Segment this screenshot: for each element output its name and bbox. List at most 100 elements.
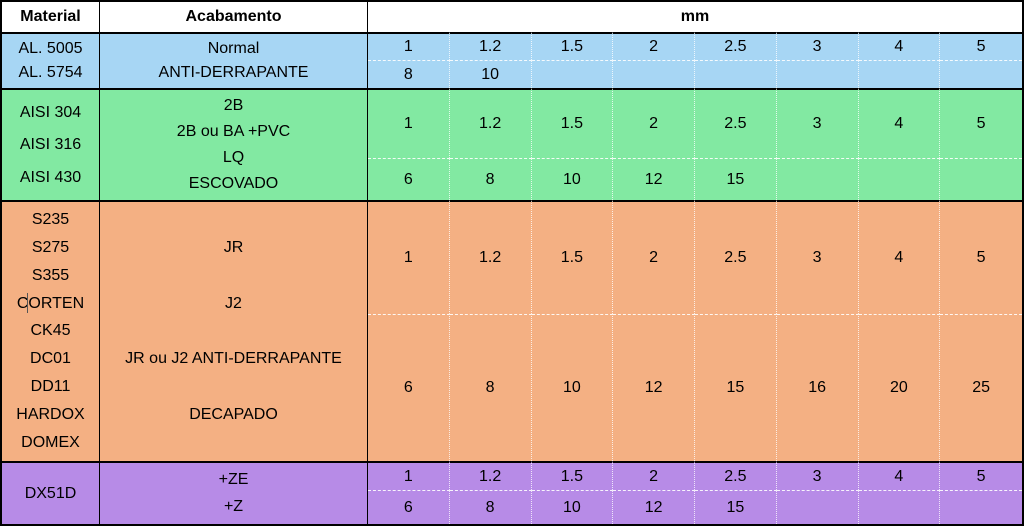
thickness-cell: 3 — [776, 88, 859, 158]
finish-cell-aluminium: Normal ANTI-DERRAPANTE — [100, 32, 368, 88]
thickness-cell — [776, 60, 859, 88]
text-cursor-artifact — [27, 293, 28, 313]
thickness-cell: 1.2 — [449, 32, 532, 60]
thickness-cell: 8 — [368, 60, 450, 88]
material-label: S275 — [31, 238, 70, 256]
material-label: AISI 316 — [19, 136, 82, 153]
thickness-cell: 8 — [449, 314, 532, 461]
thickness-cell: 8 — [449, 158, 532, 200]
thickness-cell: 5 — [940, 461, 1022, 490]
thickness-cell: 4 — [858, 200, 941, 314]
material-label: AL. 5005 — [18, 39, 83, 57]
material-label: S355 — [31, 266, 70, 284]
finish-cell-galvanized: +ZE +Z — [100, 461, 368, 524]
finish-label: 2B — [223, 97, 244, 114]
thickness-cell — [613, 60, 695, 88]
thickness-cell: 5 — [940, 32, 1022, 60]
thickness-cell: 2.5 — [695, 32, 777, 60]
thickness-cell: 3 — [776, 461, 859, 490]
thickness-cell — [776, 490, 859, 524]
finish-label: J2 — [225, 294, 242, 312]
thickness-cell: 1 — [368, 88, 450, 158]
material-label: AISI 430 — [19, 168, 82, 186]
finish-label: +Z — [223, 498, 244, 515]
finish-label: DECAPADO — [189, 406, 278, 424]
thickness-cell: 1.5 — [531, 88, 614, 158]
material-label: DD11 — [30, 378, 71, 396]
material-cell-aluminium: AL. 5005 AL. 5754 — [2, 32, 100, 88]
thickness-cell: 1.2 — [449, 200, 532, 314]
finish-label: LQ — [222, 149, 245, 166]
material-label: DC01 — [30, 350, 71, 368]
thickness-cell: 12 — [613, 158, 695, 200]
material-cell-carbon-steel: S235 S275 S355 CORTEN CK45 DC01 DD11 HAR… — [2, 200, 100, 461]
thickness-cell — [858, 490, 941, 524]
thickness-cell: 2.5 — [695, 88, 777, 158]
thickness-cell: 15 — [695, 314, 777, 461]
thickness-cell: 3 — [776, 32, 859, 60]
thickness-cell: 2 — [613, 461, 695, 490]
column-header-acabamento: Acabamento — [100, 2, 368, 32]
thickness-cell: 12 — [613, 490, 695, 524]
thickness-cell: 5 — [940, 200, 1022, 314]
material-label: DOMEX — [21, 434, 80, 452]
material-label: HARDOX — [16, 406, 85, 424]
thickness-cell: 1.2 — [449, 461, 532, 490]
thickness-cell: 1.5 — [531, 32, 614, 60]
material-cell-stainless: AISI 304 AISI 316 AISI 430 — [2, 88, 100, 200]
finish-label: ESCOVADO — [188, 175, 279, 192]
thickness-cell: 1 — [368, 32, 450, 60]
finish-label: Normal — [207, 39, 260, 57]
thickness-cell: 6 — [368, 158, 450, 200]
thickness-cell: 16 — [776, 314, 859, 461]
finish-label: JR — [223, 238, 244, 256]
thickness-cell: 10 — [531, 314, 614, 461]
thickness-cell: 4 — [858, 461, 941, 490]
finish-label: 2B ou BA +PVC — [176, 123, 291, 140]
thickness-cell: 1.2 — [449, 88, 532, 158]
material-cell-galvanized: DX51D — [2, 461, 100, 524]
finish-label: ANTI-DERRAPANTE — [158, 64, 309, 82]
material-label: CORTEN — [16, 294, 85, 312]
thickness-cell: 1 — [368, 200, 450, 314]
finish-cell-carbon-steel: JR J2 JR ou J2 ANTI-DERRAPANTE DECAPADO — [100, 200, 368, 461]
thickness-cell — [695, 60, 777, 88]
thickness-cell: 2 — [613, 32, 695, 60]
thickness-cell: 10 — [531, 490, 614, 524]
thickness-cell — [531, 60, 614, 88]
finish-label: +ZE — [218, 471, 249, 488]
thickness-cell: 4 — [858, 32, 941, 60]
thickness-cell — [776, 158, 859, 200]
thickness-cell: 15 — [695, 490, 777, 524]
finish-cell-stainless: 2B 2B ou BA +PVC LQ ESCOVADO — [100, 88, 368, 200]
finish-label: JR ou J2 ANTI-DERRAPANTE — [125, 350, 342, 368]
thickness-cell: 8 — [449, 490, 532, 524]
column-header-mm: mm — [368, 2, 1022, 32]
thickness-cell: 1.5 — [531, 200, 614, 314]
thickness-cell: 5 — [940, 88, 1022, 158]
thickness-cell: 10 — [531, 158, 614, 200]
thickness-cell: 4 — [858, 88, 941, 158]
thickness-cell — [858, 158, 941, 200]
material-label: AL. 5754 — [18, 64, 83, 82]
material-label: DX51D — [24, 484, 77, 502]
thickness-cell: 25 — [940, 314, 1022, 461]
thickness-cell: 2 — [613, 200, 695, 314]
thickness-cell: 15 — [695, 158, 777, 200]
thickness-cell: 2.5 — [695, 200, 777, 314]
thickness-cell: 2 — [613, 88, 695, 158]
thickness-cell: 1 — [368, 461, 450, 490]
thickness-cell — [940, 60, 1022, 88]
thickness-cell: 3 — [776, 200, 859, 314]
thickness-cell: 20 — [858, 314, 941, 461]
thickness-cell: 6 — [368, 490, 450, 524]
thickness-cell: 2.5 — [695, 461, 777, 490]
thickness-cell: 10 — [449, 60, 532, 88]
thickness-cell — [940, 158, 1022, 200]
thickness-cell: 1.5 — [531, 461, 614, 490]
thickness-cell — [940, 490, 1022, 524]
material-label: S235 — [31, 210, 70, 228]
thickness-cell: 12 — [613, 314, 695, 461]
column-header-material: Material — [2, 2, 100, 32]
